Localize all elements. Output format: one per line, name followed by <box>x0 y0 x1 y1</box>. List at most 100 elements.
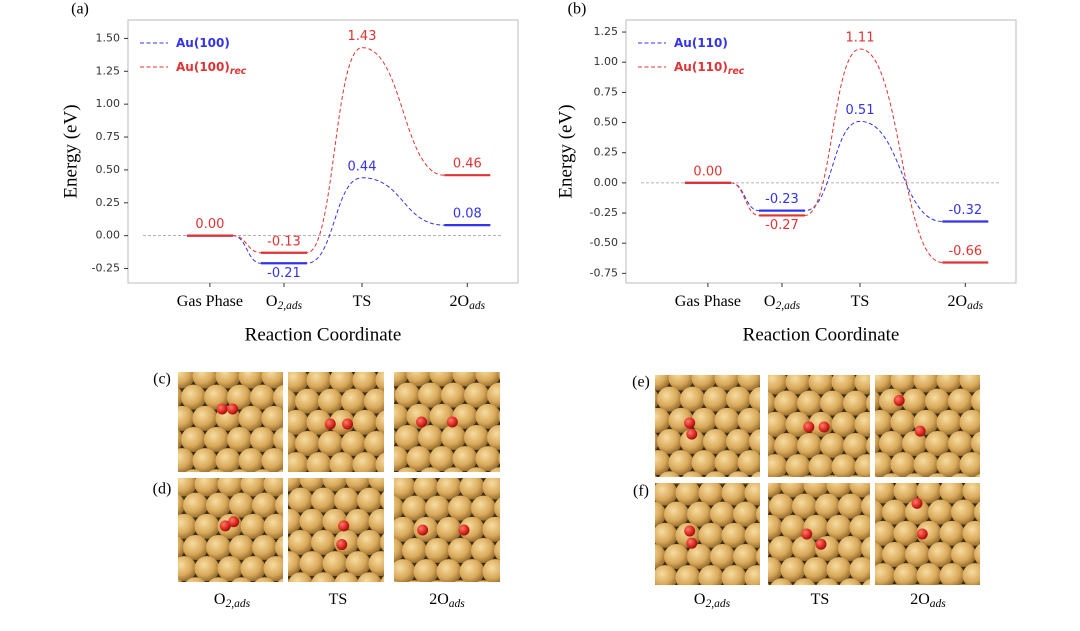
au-atom <box>273 342 298 367</box>
au-atom <box>826 557 852 583</box>
au-atom <box>866 348 891 373</box>
au-atom <box>204 342 229 367</box>
au-atom <box>838 535 863 561</box>
au-atom <box>916 483 942 504</box>
au-atom <box>263 556 283 582</box>
o-atom <box>417 524 429 536</box>
au-atom <box>206 492 231 518</box>
au-atom <box>710 501 735 527</box>
au-atom <box>925 388 950 414</box>
au-atom <box>288 508 302 534</box>
au-atom <box>288 431 297 456</box>
au-atom <box>986 563 1011 588</box>
au-atom <box>322 478 348 492</box>
au-atom <box>494 539 500 562</box>
x-tick-label-main: O <box>266 293 278 310</box>
au-atom <box>194 478 220 497</box>
au-atom <box>936 409 962 435</box>
au-atom <box>974 584 999 609</box>
au-atom <box>792 493 817 519</box>
au-atom <box>475 403 500 429</box>
au-atom <box>816 578 839 585</box>
au-atom <box>411 478 418 479</box>
au-atom <box>375 452 384 472</box>
au-atom <box>936 375 962 393</box>
au-atom <box>227 426 252 452</box>
au-atom <box>441 340 466 365</box>
au-atom <box>994 473 1019 498</box>
energy-curve <box>186 177 491 264</box>
au-atom <box>928 541 953 567</box>
au-atom <box>250 384 275 410</box>
au-atom <box>238 405 264 431</box>
au-atom <box>178 471 179 472</box>
x-tick-label-sub: ads <box>469 300 486 312</box>
au-atom <box>498 410 500 423</box>
value-label: 0.00 <box>693 164 722 179</box>
y-tick-label: 1.25 <box>594 25 619 38</box>
au-atom <box>839 578 862 585</box>
structure-image <box>147 342 298 472</box>
au-atom <box>737 375 760 391</box>
au-atom <box>311 487 336 513</box>
au-atom <box>352 452 378 472</box>
au-atom <box>334 487 359 513</box>
au-atom <box>288 452 309 472</box>
au-atom <box>517 538 542 563</box>
au-atom <box>670 483 683 485</box>
au-atom <box>489 467 500 472</box>
au-atom <box>178 556 197 582</box>
au-atom <box>875 520 896 546</box>
au-atom <box>951 473 970 477</box>
au-atom <box>288 551 302 577</box>
value-label: 1.11 <box>846 30 875 45</box>
au-atom <box>429 446 455 472</box>
au-atom <box>726 344 751 369</box>
au-atom <box>745 607 770 627</box>
au-atom <box>261 372 283 389</box>
au-atom <box>395 424 420 450</box>
au-atom <box>494 580 519 605</box>
au-atom <box>394 446 409 472</box>
au-atom <box>149 598 174 623</box>
au-atom <box>875 563 896 585</box>
au-atom <box>721 565 747 585</box>
au-atom <box>959 409 980 435</box>
au-atom <box>808 454 834 477</box>
y-tick-label: 0.75 <box>96 130 121 143</box>
au-atom <box>882 541 907 567</box>
au-atom <box>295 388 320 414</box>
au-atom <box>517 496 542 521</box>
au-atom <box>756 547 760 566</box>
au-atom <box>264 598 289 623</box>
au-atom <box>436 516 462 542</box>
au-atom <box>506 517 531 542</box>
x-tick-label: Gas Phase <box>675 293 741 310</box>
au-atom <box>364 430 384 456</box>
y-tick-label: 0.25 <box>594 146 619 159</box>
au-atom <box>675 565 701 585</box>
au-atom <box>288 372 309 393</box>
au-atom <box>261 448 283 472</box>
au-atom <box>306 452 332 472</box>
au-atom <box>406 372 432 387</box>
value-label: -0.66 <box>948 244 982 259</box>
au-atom <box>147 406 172 431</box>
structure-caption-main: 2O <box>429 591 449 608</box>
au-atom <box>273 427 283 452</box>
value-label: -0.32 <box>948 203 982 218</box>
au-atom <box>206 534 231 560</box>
au-atom <box>318 430 343 456</box>
au-atom <box>722 607 747 627</box>
au-atom <box>838 493 863 519</box>
y-tick-label: -0.25 <box>92 262 120 275</box>
au-atom <box>803 475 816 477</box>
au-atom <box>510 467 535 492</box>
y-tick-label: 1.50 <box>96 31 121 44</box>
au-atom <box>655 522 678 548</box>
au-atom <box>181 342 206 367</box>
au-atom <box>623 408 648 433</box>
au-atom <box>215 448 241 472</box>
y-tick-label: 0.50 <box>96 163 121 176</box>
energy-curve <box>186 47 491 254</box>
